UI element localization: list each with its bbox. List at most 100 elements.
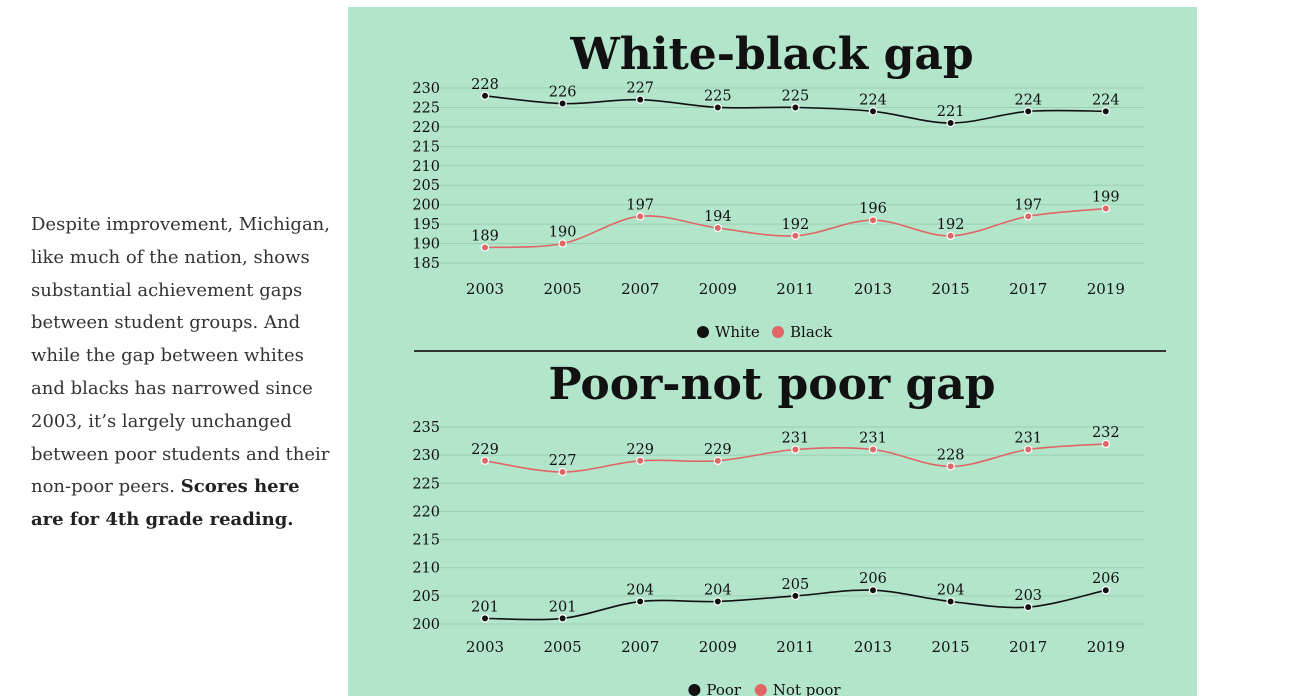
chart1-data-label: 190 <box>549 225 577 241</box>
chart1-data-label: 221 <box>937 104 965 120</box>
chart-panel: White-black gap 185 190 195 200 205 210 215 220 2… <box>348 7 1197 696</box>
chart1-y-tick-label: 200 <box>412 198 440 214</box>
chart2-data-label: 204 <box>937 582 965 598</box>
chart2-legend-marker <box>688 684 701 696</box>
chart2-data-point <box>946 462 955 471</box>
chart2-data-label: 227 <box>549 453 577 469</box>
chart2-data-label: 229 <box>471 442 499 458</box>
chart2-y-tick-label: 220 <box>412 504 440 520</box>
chart2-data-point <box>791 591 800 601</box>
chart2-data-label: 204 <box>626 582 654 598</box>
chart2-data-label: 229 <box>704 442 732 458</box>
chart1-y-tick-label: 195 <box>412 217 440 233</box>
chart1-y-tick-label: 220 <box>412 120 440 136</box>
chart2-x-tick-label: 2005 <box>544 638 582 656</box>
chart1-data-label: 225 <box>704 88 732 104</box>
chart2-y-tick-label: 235 <box>412 420 440 436</box>
chart1-legend-marker <box>697 326 709 338</box>
chart1-title: White-black gap <box>569 29 973 80</box>
chart2-y-tick-label: 210 <box>412 561 440 577</box>
chart2-data-point <box>1024 445 1033 454</box>
chart1-data-point <box>1101 107 1111 116</box>
chart1-data-label: 197 <box>626 197 654 213</box>
chart1-data-label: 227 <box>626 81 654 97</box>
chart1-data-point <box>713 223 722 233</box>
chart1-y-tick-label: 230 <box>412 81 440 97</box>
chart1-x-tick-label: 2013 <box>854 280 892 298</box>
chart2-data-point <box>868 586 878 595</box>
chart2-data-label: 201 <box>549 599 577 615</box>
chart1-data-point <box>636 212 645 221</box>
chart1-data-label: 199 <box>1092 190 1120 206</box>
chart1-data-label: 226 <box>549 85 577 101</box>
chart1-data-point <box>791 231 800 240</box>
chart1-data-label: 224 <box>859 92 887 108</box>
chart2-x-tick-label: 2007 <box>621 638 659 656</box>
chart2-data-point <box>946 597 955 606</box>
chart1-data-label: 225 <box>782 88 810 104</box>
chart1-x-tick-label: 2005 <box>544 280 582 298</box>
chart1-y-tick-label: 205 <box>412 178 440 194</box>
chart1-data-point <box>558 239 567 248</box>
chart1-data-label: 197 <box>1014 197 1042 213</box>
chart2-data-label: 231 <box>782 431 810 447</box>
chart1-data-point <box>636 95 645 104</box>
chart2-data-point <box>480 614 490 623</box>
chart1-legend-label: Black <box>790 323 833 341</box>
chart1-data-label: 192 <box>782 217 810 233</box>
chart2-data-label: 231 <box>1014 431 1042 447</box>
chart1-data-point <box>480 243 490 252</box>
chart1-data-label: 224 <box>1014 92 1042 108</box>
chart2-data-point <box>1101 586 1111 595</box>
chart2-legend-label: Not poor <box>773 681 842 696</box>
chart1-y-tick-label: 190 <box>412 237 440 253</box>
chart2-data-label: 232 <box>1092 425 1120 441</box>
chart1-legend-marker <box>772 326 784 338</box>
chart2-legend-marker <box>754 684 767 696</box>
chart-svg: White-black gap 185 190 195 200 205 210 215 220 2… <box>412 29 1166 696</box>
chart1-data-point <box>558 99 567 108</box>
chart1-y-tick-label: 185 <box>412 256 440 272</box>
chart2-legend-label: Poor <box>706 681 742 696</box>
chart1-legend-label: White <box>715 323 760 341</box>
caption-body: Despite improvement, Michigan, like much… <box>31 214 330 498</box>
chart2-data-point <box>1024 602 1033 612</box>
chart2-x-tick-label: 2015 <box>932 638 970 656</box>
chart2-data-point <box>558 467 567 477</box>
chart1-x-tick-label: 2017 <box>1009 280 1047 298</box>
chart1-x-tick-label: 2015 <box>932 280 970 298</box>
chart2-data-point <box>868 445 878 454</box>
chart2-data-label: 229 <box>626 442 654 458</box>
chart2-x-tick-label: 2019 <box>1087 638 1125 656</box>
chart1-data-point <box>946 118 955 128</box>
chart2-x-tick-label: 2003 <box>466 638 504 656</box>
chart1-data-point <box>1024 107 1033 116</box>
chart2-y-tick-label: 200 <box>412 617 440 633</box>
chart1-data-label: 194 <box>704 209 732 225</box>
chart2-x-tick-label: 2009 <box>699 638 737 656</box>
chart2-data-label: 205 <box>782 577 810 593</box>
chart2-data-label: 201 <box>471 599 499 615</box>
chart2-data-label: 228 <box>937 447 965 463</box>
chart2-data-point <box>1101 439 1111 449</box>
chart1-data-label: 196 <box>859 201 887 217</box>
chart2-x-tick-label: 2011 <box>776 638 814 656</box>
chart2-data-label: 203 <box>1014 588 1042 604</box>
chart1-x-tick-label: 2007 <box>621 280 659 298</box>
chart1-y-tick-label: 210 <box>412 159 440 175</box>
chart1-data-point <box>480 91 490 100</box>
chart2-data-point <box>713 597 722 606</box>
chart1-y-tick-label: 215 <box>412 139 440 155</box>
chart2-x-tick-label: 2013 <box>854 638 892 656</box>
chart1-data-label: 228 <box>471 77 499 93</box>
chart2-y-tick-label: 225 <box>412 476 440 492</box>
chart2-y-tick-label: 215 <box>412 533 440 549</box>
chart2-data-point <box>636 597 645 606</box>
chart2-data-point <box>558 614 567 623</box>
chart1-x-tick-label: 2011 <box>776 280 814 298</box>
chart2-data-label: 204 <box>704 582 732 598</box>
chart1-data-point <box>713 103 722 112</box>
chart1-data-point <box>1024 212 1033 221</box>
chart2-data-point <box>480 456 490 465</box>
chart2-y-tick-label: 205 <box>412 589 440 605</box>
